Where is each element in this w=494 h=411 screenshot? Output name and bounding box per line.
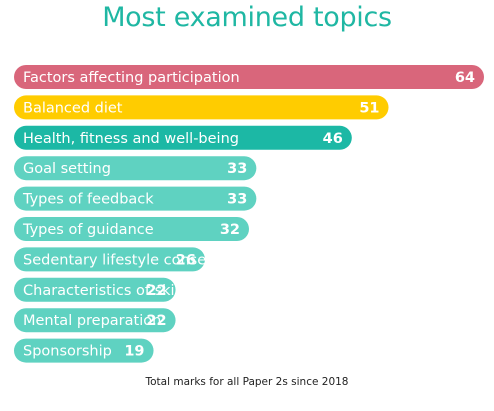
bar-value-types-of-feedback: 33 — [227, 192, 247, 208]
bar-label-types-of-guidance: Types of guidance — [22, 222, 154, 238]
bar-sponsorship — [14, 338, 154, 363]
bar-label-goal-setting: Goal setting — [23, 161, 111, 177]
chart-title: Most examined topics — [102, 2, 392, 33]
bar-goal-setting — [14, 156, 257, 181]
bar-value-health-fitness-and-well-being: 46 — [323, 131, 343, 147]
bar-value-characteristics-of-skill: 22 — [146, 283, 166, 299]
bar-label-factors-affecting-participation: Factors affecting participation — [23, 70, 240, 86]
bar-value-balanced-diet: 51 — [359, 100, 379, 116]
bar-value-factors-affecting-participation: 64 — [455, 70, 475, 86]
bar-value-mental-preparation: 22 — [146, 313, 166, 329]
bar-mental-preparation — [14, 308, 176, 333]
bar-value-goal-setting: 33 — [227, 161, 247, 177]
bar-label-characteristics-of-skill: Characteristics of skill — [23, 283, 183, 299]
chart-footnote: Total marks for all Paper 2s since 2018 — [145, 376, 349, 388]
bar-label-sedentary-lifestyle-consequences: Sedentary lifestyle consequences — [23, 252, 267, 268]
bar-balanced-diet — [14, 95, 389, 120]
bar-health-fitness-and-well-being — [14, 125, 352, 150]
bar-factors-affecting-participation — [14, 65, 484, 89]
bar-value-types-of-guidance: 32 — [220, 222, 240, 238]
bar-value-sedentary-lifestyle-consequences: 26 — [176, 252, 196, 268]
bar-types-of-guidance — [14, 217, 249, 241]
bar-label-balanced-diet: Balanced diet — [23, 100, 123, 116]
bar-value-sponsorship: 19 — [124, 344, 144, 360]
bar-label-mental-preparation: Mental preparation — [23, 313, 161, 329]
bar-label-types-of-feedback: Types of feedback — [22, 192, 154, 208]
bar-label-sponsorship: Sponsorship — [23, 344, 112, 360]
bar-characteristics-of-skill — [14, 277, 176, 302]
bar-sedentary-lifestyle-consequences — [14, 247, 205, 272]
bar-label-health-fitness-and-well-being: Health, fitness and well-being — [23, 131, 239, 147]
bar-types-of-feedback — [14, 186, 257, 211]
